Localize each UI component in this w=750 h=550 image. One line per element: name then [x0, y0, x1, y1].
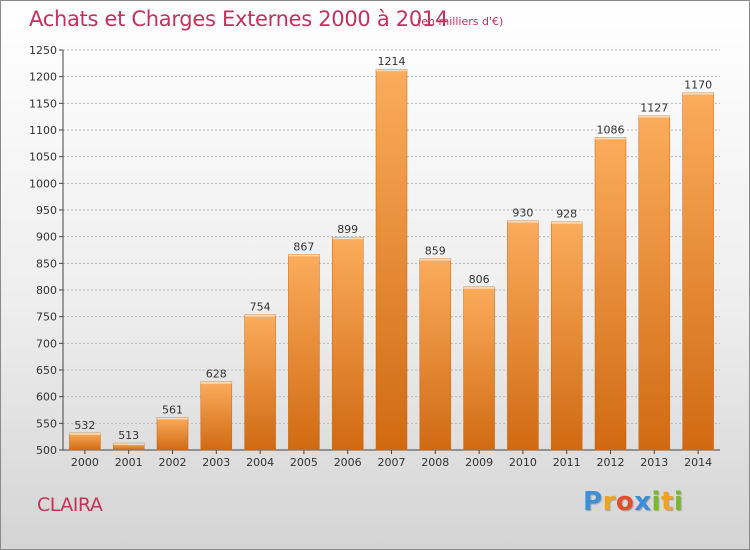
bar-2011: [550, 221, 583, 451]
x-tick-label: 2010: [509, 456, 537, 469]
bar-2009: [463, 286, 495, 451]
bar-2010: [507, 220, 539, 451]
bar-2004: [244, 314, 276, 451]
x-tick-label: 2000: [71, 456, 99, 469]
bar-highlight: [69, 432, 101, 435]
bar-highlight: [419, 258, 451, 261]
x-tick-label: 2011: [553, 456, 581, 469]
x-tick-label: 2006: [334, 456, 362, 469]
logo-letter: P: [583, 487, 603, 517]
proxiti-logo: Proxiti: [583, 487, 683, 517]
y-tick-label: 1100: [29, 124, 57, 137]
bar-2007: [375, 68, 408, 451]
bar-value-label: 806: [469, 273, 490, 286]
bar-2012: [594, 137, 627, 451]
bar-value-label: 899: [337, 223, 358, 236]
y-tick-label: 1250: [29, 44, 57, 57]
y-tick-label: 800: [36, 284, 57, 297]
y-tick-label: 750: [36, 311, 57, 324]
bar-highlight: [507, 220, 539, 223]
bar-2013: [638, 115, 671, 451]
bar-value-label: 928: [556, 208, 577, 221]
y-tick-label: 500: [36, 444, 57, 457]
bar-highlight: [463, 286, 495, 289]
x-tick-label: 2003: [202, 456, 230, 469]
logo-letter: t: [660, 487, 674, 517]
bar-2008: [419, 258, 452, 451]
x-tick-label: 2014: [684, 456, 712, 469]
bar-value-label: 1170: [684, 79, 712, 92]
bar-value-label: 754: [250, 301, 271, 314]
x-tick-label: 2007: [378, 456, 406, 469]
commune-name: CLAIRA: [37, 494, 103, 516]
bar-highlight: [682, 92, 714, 95]
bar-highlight: [244, 314, 276, 317]
y-tick-label: 550: [36, 417, 57, 430]
bar-highlight: [638, 115, 670, 118]
bar-highlight: [551, 221, 583, 224]
bar-value-label: 532: [74, 419, 95, 432]
bar-value-label: 859: [425, 245, 446, 258]
bar-2005: [288, 254, 320, 451]
bar-value-label: 1086: [597, 123, 625, 136]
x-tick-label: 2002: [159, 456, 187, 469]
bar-highlight: [113, 443, 145, 446]
bar-2000: [69, 432, 101, 451]
x-tick-label: 2013: [640, 456, 668, 469]
y-tick-label: 650: [36, 364, 57, 377]
y-tick-label: 950: [36, 204, 57, 217]
bar-highlight: [595, 137, 626, 140]
bar-highlight: [200, 381, 232, 384]
logo-letter: i: [651, 487, 661, 517]
y-tick-label: 1000: [29, 177, 57, 190]
y-tick-label: 1200: [29, 71, 57, 84]
bar-highlight: [376, 69, 407, 72]
y-tick-label: 600: [36, 391, 57, 404]
bar-highlight: [288, 254, 320, 257]
logo-letter: i: [673, 487, 684, 517]
y-tick-label: 700: [36, 337, 57, 350]
bar-2002: [156, 417, 189, 451]
bar-2003: [200, 381, 233, 451]
bar-value-label: 930: [512, 207, 533, 220]
bar-highlight: [332, 237, 364, 240]
x-tick-label: 2004: [246, 456, 274, 469]
bar-value-label: 561: [162, 403, 183, 416]
logo-letter: r: [602, 487, 616, 517]
chart-subtitle: (en milliers d'€): [417, 15, 504, 28]
bar-value-label: 1214: [378, 55, 406, 68]
y-tick-label: 1150: [29, 97, 57, 110]
x-tick-label: 2009: [465, 456, 493, 469]
bar-highlight: [157, 417, 188, 420]
y-tick-label: 900: [36, 231, 57, 244]
logo-letter: o: [615, 487, 635, 517]
x-tick-label: 2008: [421, 456, 449, 469]
chart-title: Achats et Charges Externes 2000 à 2014: [29, 7, 449, 31]
x-tick-label: 2012: [597, 456, 625, 469]
y-tick-label: 1050: [29, 151, 57, 164]
bar-2014: [682, 92, 714, 451]
logo-letter: x: [634, 487, 652, 517]
bar-value-label: 628: [206, 368, 227, 381]
x-tick-label: 2005: [290, 456, 318, 469]
bar-2006: [331, 236, 364, 451]
y-tick-label: 850: [36, 257, 57, 270]
bar-value-label: 867: [293, 240, 314, 253]
x-tick-label: 2001: [115, 456, 143, 469]
bar-value-label: 513: [118, 429, 139, 442]
bar-value-label: 1127: [640, 102, 668, 115]
